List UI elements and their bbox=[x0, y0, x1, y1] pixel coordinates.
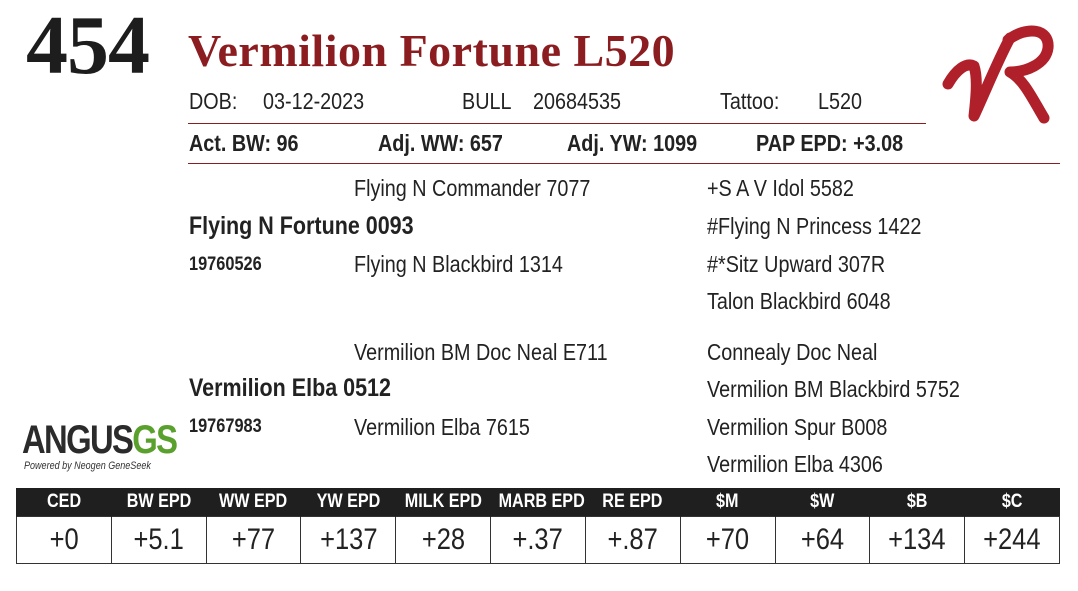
sire-name: Flying N Fortune 0093 bbox=[189, 212, 414, 240]
dam-sire-sire: Connealy Doc Neal bbox=[707, 339, 878, 365]
dam-name: Vermilion Elba 0512 bbox=[189, 374, 391, 402]
epd-header-row: CED BW EPD WW EPD YW EPD MILK EPD MARB E… bbox=[16, 488, 1060, 517]
dam-dam-sire: Vermilion Spur B008 bbox=[707, 414, 888, 440]
angus-logo-word: ANGUS bbox=[22, 418, 134, 462]
epd-value: +64 bbox=[774, 516, 871, 564]
lot-number: 454 bbox=[26, 0, 150, 92]
sire-sire-dam: #Flying N Princess 1422 bbox=[707, 213, 922, 239]
epd-header: $W bbox=[774, 488, 870, 517]
sire-dam: Flying N Blackbird 1314 bbox=[354, 251, 563, 277]
epd-header: RE EPD bbox=[584, 488, 681, 517]
epd-header: $B bbox=[869, 488, 965, 517]
registration-number: 20684535 bbox=[533, 88, 622, 114]
epd-header: $C bbox=[964, 488, 1060, 517]
adj-ww: Adj. WW: 657 bbox=[378, 130, 503, 156]
adj-yw: Adj. YW: 1099 bbox=[567, 130, 698, 156]
epd-value: +.37 bbox=[490, 516, 586, 564]
epd-header: BW EPD bbox=[110, 488, 207, 517]
epd-value: +134 bbox=[869, 516, 966, 564]
sire-dam-dam: Talon Blackbird 6048 bbox=[707, 288, 891, 314]
epd-value: +0 bbox=[16, 516, 112, 564]
divider bbox=[188, 163, 1060, 164]
angus-logo-tagline: Powered by Neogen GeneSeek bbox=[24, 460, 151, 472]
epd-value: +70 bbox=[679, 516, 776, 564]
dob-label: DOB: bbox=[189, 88, 238, 114]
sire-registration: 19760526 bbox=[189, 254, 262, 275]
epd-value: +77 bbox=[205, 516, 302, 564]
tattoo-value: L520 bbox=[818, 88, 863, 114]
sex-label: BULL bbox=[462, 88, 512, 114]
act-bw: Act. BW: 96 bbox=[189, 130, 299, 156]
divider bbox=[188, 123, 926, 124]
epd-table: CED BW EPD WW EPD YW EPD MILK EPD MARB E… bbox=[16, 488, 1060, 564]
sire-dam-sire: #*Sitz Upward 307R bbox=[707, 251, 886, 277]
epd-header: CED bbox=[16, 488, 112, 517]
angus-logo-gs: GS bbox=[132, 418, 178, 462]
epd-value: +28 bbox=[395, 516, 492, 564]
sire-sire: Flying N Commander 7077 bbox=[354, 175, 591, 201]
animal-name: Vermilion Fortune L520 bbox=[188, 25, 676, 76]
dam-dam: Vermilion Elba 7615 bbox=[354, 414, 530, 440]
angus-gs-logo: ANGUSGS Powered by Neogen GeneSeek bbox=[22, 418, 178, 480]
epd-header: MILK EPD bbox=[395, 488, 491, 517]
epd-value: +137 bbox=[300, 516, 397, 564]
epd-value-row: +0 +5.1 +77 +137 +28 +.37 +.87 +70 +64 +… bbox=[16, 516, 1060, 564]
dam-sire: Vermilion BM Doc Neal E711 bbox=[354, 339, 608, 365]
sire-sire-sire: +S A V Idol 5582 bbox=[707, 175, 854, 201]
epd-value: +.87 bbox=[584, 516, 681, 564]
epd-header: $M bbox=[679, 488, 775, 517]
pap-epd: PAP EPD: +3.08 bbox=[756, 130, 904, 156]
dam-registration: 19767983 bbox=[189, 416, 262, 437]
dam-dam-dam: Vermilion Elba 4306 bbox=[707, 451, 883, 477]
epd-value: +244 bbox=[964, 516, 1060, 564]
epd-header: WW EPD bbox=[205, 488, 301, 517]
dob-value: 03-12-2023 bbox=[263, 88, 365, 114]
tattoo-label: Tattoo: bbox=[720, 88, 780, 114]
vr-brand-icon bbox=[940, 18, 1060, 133]
epd-value: +5.1 bbox=[110, 516, 207, 564]
dam-sire-dam: Vermilion BM Blackbird 5752 bbox=[707, 376, 960, 402]
epd-header: MARB EPD bbox=[490, 488, 586, 517]
epd-header: YW EPD bbox=[300, 488, 396, 517]
